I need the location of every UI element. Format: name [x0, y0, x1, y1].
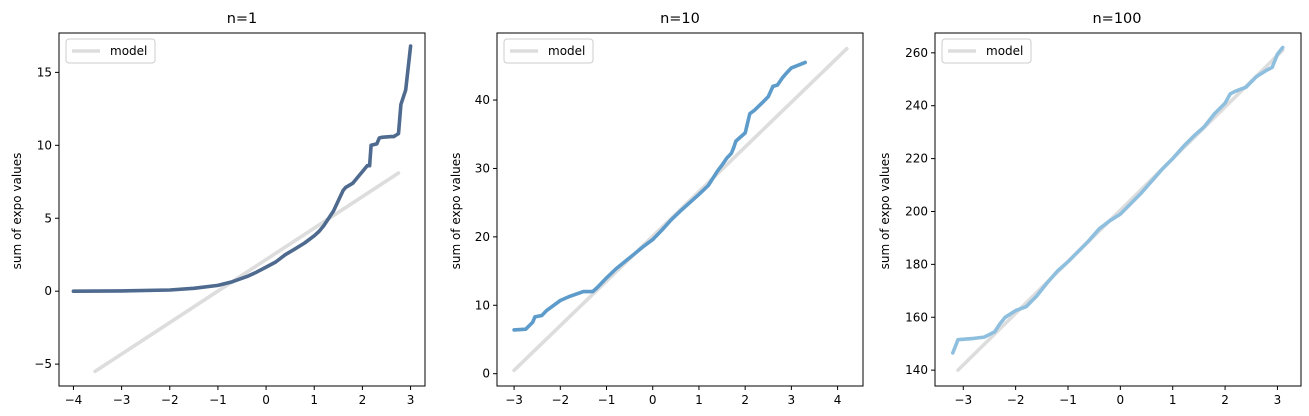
series-line-model: [93, 171, 401, 374]
legend-box: [941, 38, 1032, 64]
x-tick-label: 3: [788, 393, 796, 407]
y-tick-label: 220: [905, 152, 928, 166]
y-tick-label: 10: [37, 138, 52, 152]
x-tick-label: −3: [505, 393, 523, 407]
x-tick-label: −3: [954, 393, 972, 407]
x-tick-label: 1: [1169, 393, 1177, 407]
y-tick-label: 40: [475, 93, 490, 107]
x-tick-label: −1: [209, 393, 227, 407]
x-tick-label: 2: [1221, 393, 1229, 407]
y-tick-label: 5: [44, 211, 52, 225]
plot-frame: [58, 32, 426, 387]
y-tick-label: 30: [475, 161, 490, 175]
plot-frame: [934, 32, 1302, 387]
y-axis-label: sum of expo values: [878, 153, 892, 270]
legend-label: model: [986, 44, 1023, 58]
series-line-sample: [71, 44, 413, 294]
subplot-n100: n=100 sum of expo values −3 −2 −1 0 1 2 3 140 16…: [878, 11, 1302, 407]
y-tick-label: 15: [37, 65, 52, 79]
x-tick-label: −2: [551, 393, 569, 407]
subplot-n1: n=1 sum of expo values −4 −3 −2 −1 0 1 2 3 −5 0 5 1…: [10, 11, 426, 407]
y-tick-label: 260: [905, 46, 928, 60]
x-tick-label: −3: [113, 393, 131, 407]
x-tick-label: 3: [1274, 393, 1282, 407]
legend-box: [65, 38, 156, 64]
subplot-title: n=10: [660, 11, 700, 27]
y-tick-label: 140: [905, 363, 928, 377]
legend: model: [941, 38, 1032, 64]
legend-label: model: [548, 44, 585, 58]
y-tick-label: 200: [905, 204, 928, 218]
series-line-sample: [512, 60, 808, 332]
x-tick-label: 2: [359, 393, 367, 407]
y-tick-label: 20: [475, 230, 490, 244]
x-tick-label: −2: [161, 393, 179, 407]
legend: model: [503, 38, 594, 64]
legend: model: [65, 38, 156, 64]
y-tick-label: 0: [482, 367, 490, 381]
subplot-n10: n=10 sum of expo values −3 −2 −1 0 1 2 3 401020…: [449, 11, 864, 407]
x-tick-label: 0: [649, 393, 657, 407]
legend-label: model: [110, 44, 147, 58]
x-tick-label: −1: [598, 393, 616, 407]
y-tick-label: −5: [34, 357, 52, 371]
subplot-title: n=100: [1092, 11, 1141, 27]
x-tick-label: 1: [695, 393, 703, 407]
y-tick-label: 180: [905, 257, 928, 271]
series-line-model: [956, 48, 1285, 372]
legend-box: [503, 38, 594, 64]
x-tick-label: 3: [407, 393, 415, 407]
x-tick-label: 0: [1117, 393, 1125, 407]
y-tick-label: 160: [905, 310, 928, 324]
y-axis-label: sum of expo values: [449, 153, 463, 270]
series-line-sample: [950, 45, 1285, 355]
x-tick-label: −4: [65, 393, 83, 407]
x-tick-label: 0: [262, 393, 270, 407]
x-tick-label: 2: [741, 393, 749, 407]
x-tick-label: −1: [1059, 393, 1077, 407]
subplot-title: n=1: [227, 11, 258, 27]
y-tick-label: 240: [905, 99, 928, 113]
y-tick-label: 0: [44, 284, 52, 298]
x-tick-label: −2: [1007, 393, 1025, 407]
plot-frame: [496, 32, 864, 387]
x-tick-label: 1: [310, 393, 318, 407]
x-tick-label: 4: [834, 393, 842, 407]
y-axis-label: sum of expo values: [10, 153, 24, 270]
y-tick-label: 10: [475, 298, 490, 312]
